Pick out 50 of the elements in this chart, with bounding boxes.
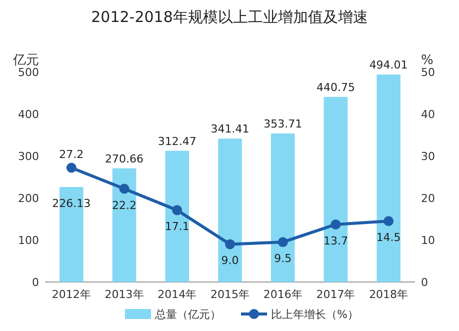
point [66, 162, 76, 173]
y-axis-title: 亿元 [12, 53, 39, 68]
data-label: 341.41 [210, 122, 250, 136]
data-label: 14.5 [376, 231, 401, 244]
chart-title: 2012-2018年规模以上工业增加值及增速 [91, 8, 368, 26]
y2-tick-label: 50 [421, 66, 435, 79]
y-tick-label: 500 [18, 66, 39, 79]
data-label: 270.66 [105, 152, 144, 166]
point [119, 184, 130, 194]
y-tick-label: 300 [18, 150, 39, 163]
legend-label: 总量（亿元） [154, 308, 221, 321]
data-label: 17.1 [164, 220, 190, 234]
y2-tick-label: 10 [421, 234, 435, 247]
point [384, 216, 394, 226]
x-tick-label: 2014年 [158, 288, 197, 301]
bar [376, 74, 400, 282]
data-label: 27.2 [59, 148, 84, 161]
data-label: 13.7 [323, 234, 348, 248]
bar [165, 150, 190, 282]
data-label: 9.0 [221, 254, 239, 268]
y2-tick-label: 0 [421, 276, 428, 289]
data-label: 494.01 [369, 58, 408, 72]
x-tick-label: 2018年 [369, 288, 408, 301]
bar [324, 96, 348, 282]
y-tick-label: 200 [18, 192, 39, 205]
data-label: 312.47 [158, 134, 196, 148]
x-tick-label: 2012年 [52, 288, 91, 301]
y2-tick-label: 40 [421, 108, 435, 121]
y2-tick-label: 20 [421, 192, 435, 205]
x-tick-label: 2016年 [263, 288, 302, 301]
data-label: 353.71 [264, 117, 302, 130]
point [330, 219, 341, 230]
y-tick-label: 400 [18, 108, 39, 121]
data-label: 9.5 [274, 252, 292, 266]
data-label: 440.75 [316, 80, 355, 94]
x-tick-label: 2013年 [104, 288, 144, 301]
bar [218, 138, 242, 282]
x-tick-label: 2015年 [210, 288, 250, 301]
y-tick-label: 100 [18, 234, 39, 247]
legend-label: 比上年增长（%） [271, 308, 358, 321]
x-tick-label: 2017年 [316, 288, 356, 301]
y2-axis-title: % [421, 53, 434, 68]
y-tick-label: 0 [32, 276, 39, 289]
data-label: 22.2 [112, 198, 137, 212]
point [225, 239, 235, 250]
bar [270, 133, 295, 282]
point [278, 237, 288, 248]
bar [112, 168, 136, 282]
point [172, 205, 182, 216]
y2-tick-label: 30 [421, 150, 435, 163]
